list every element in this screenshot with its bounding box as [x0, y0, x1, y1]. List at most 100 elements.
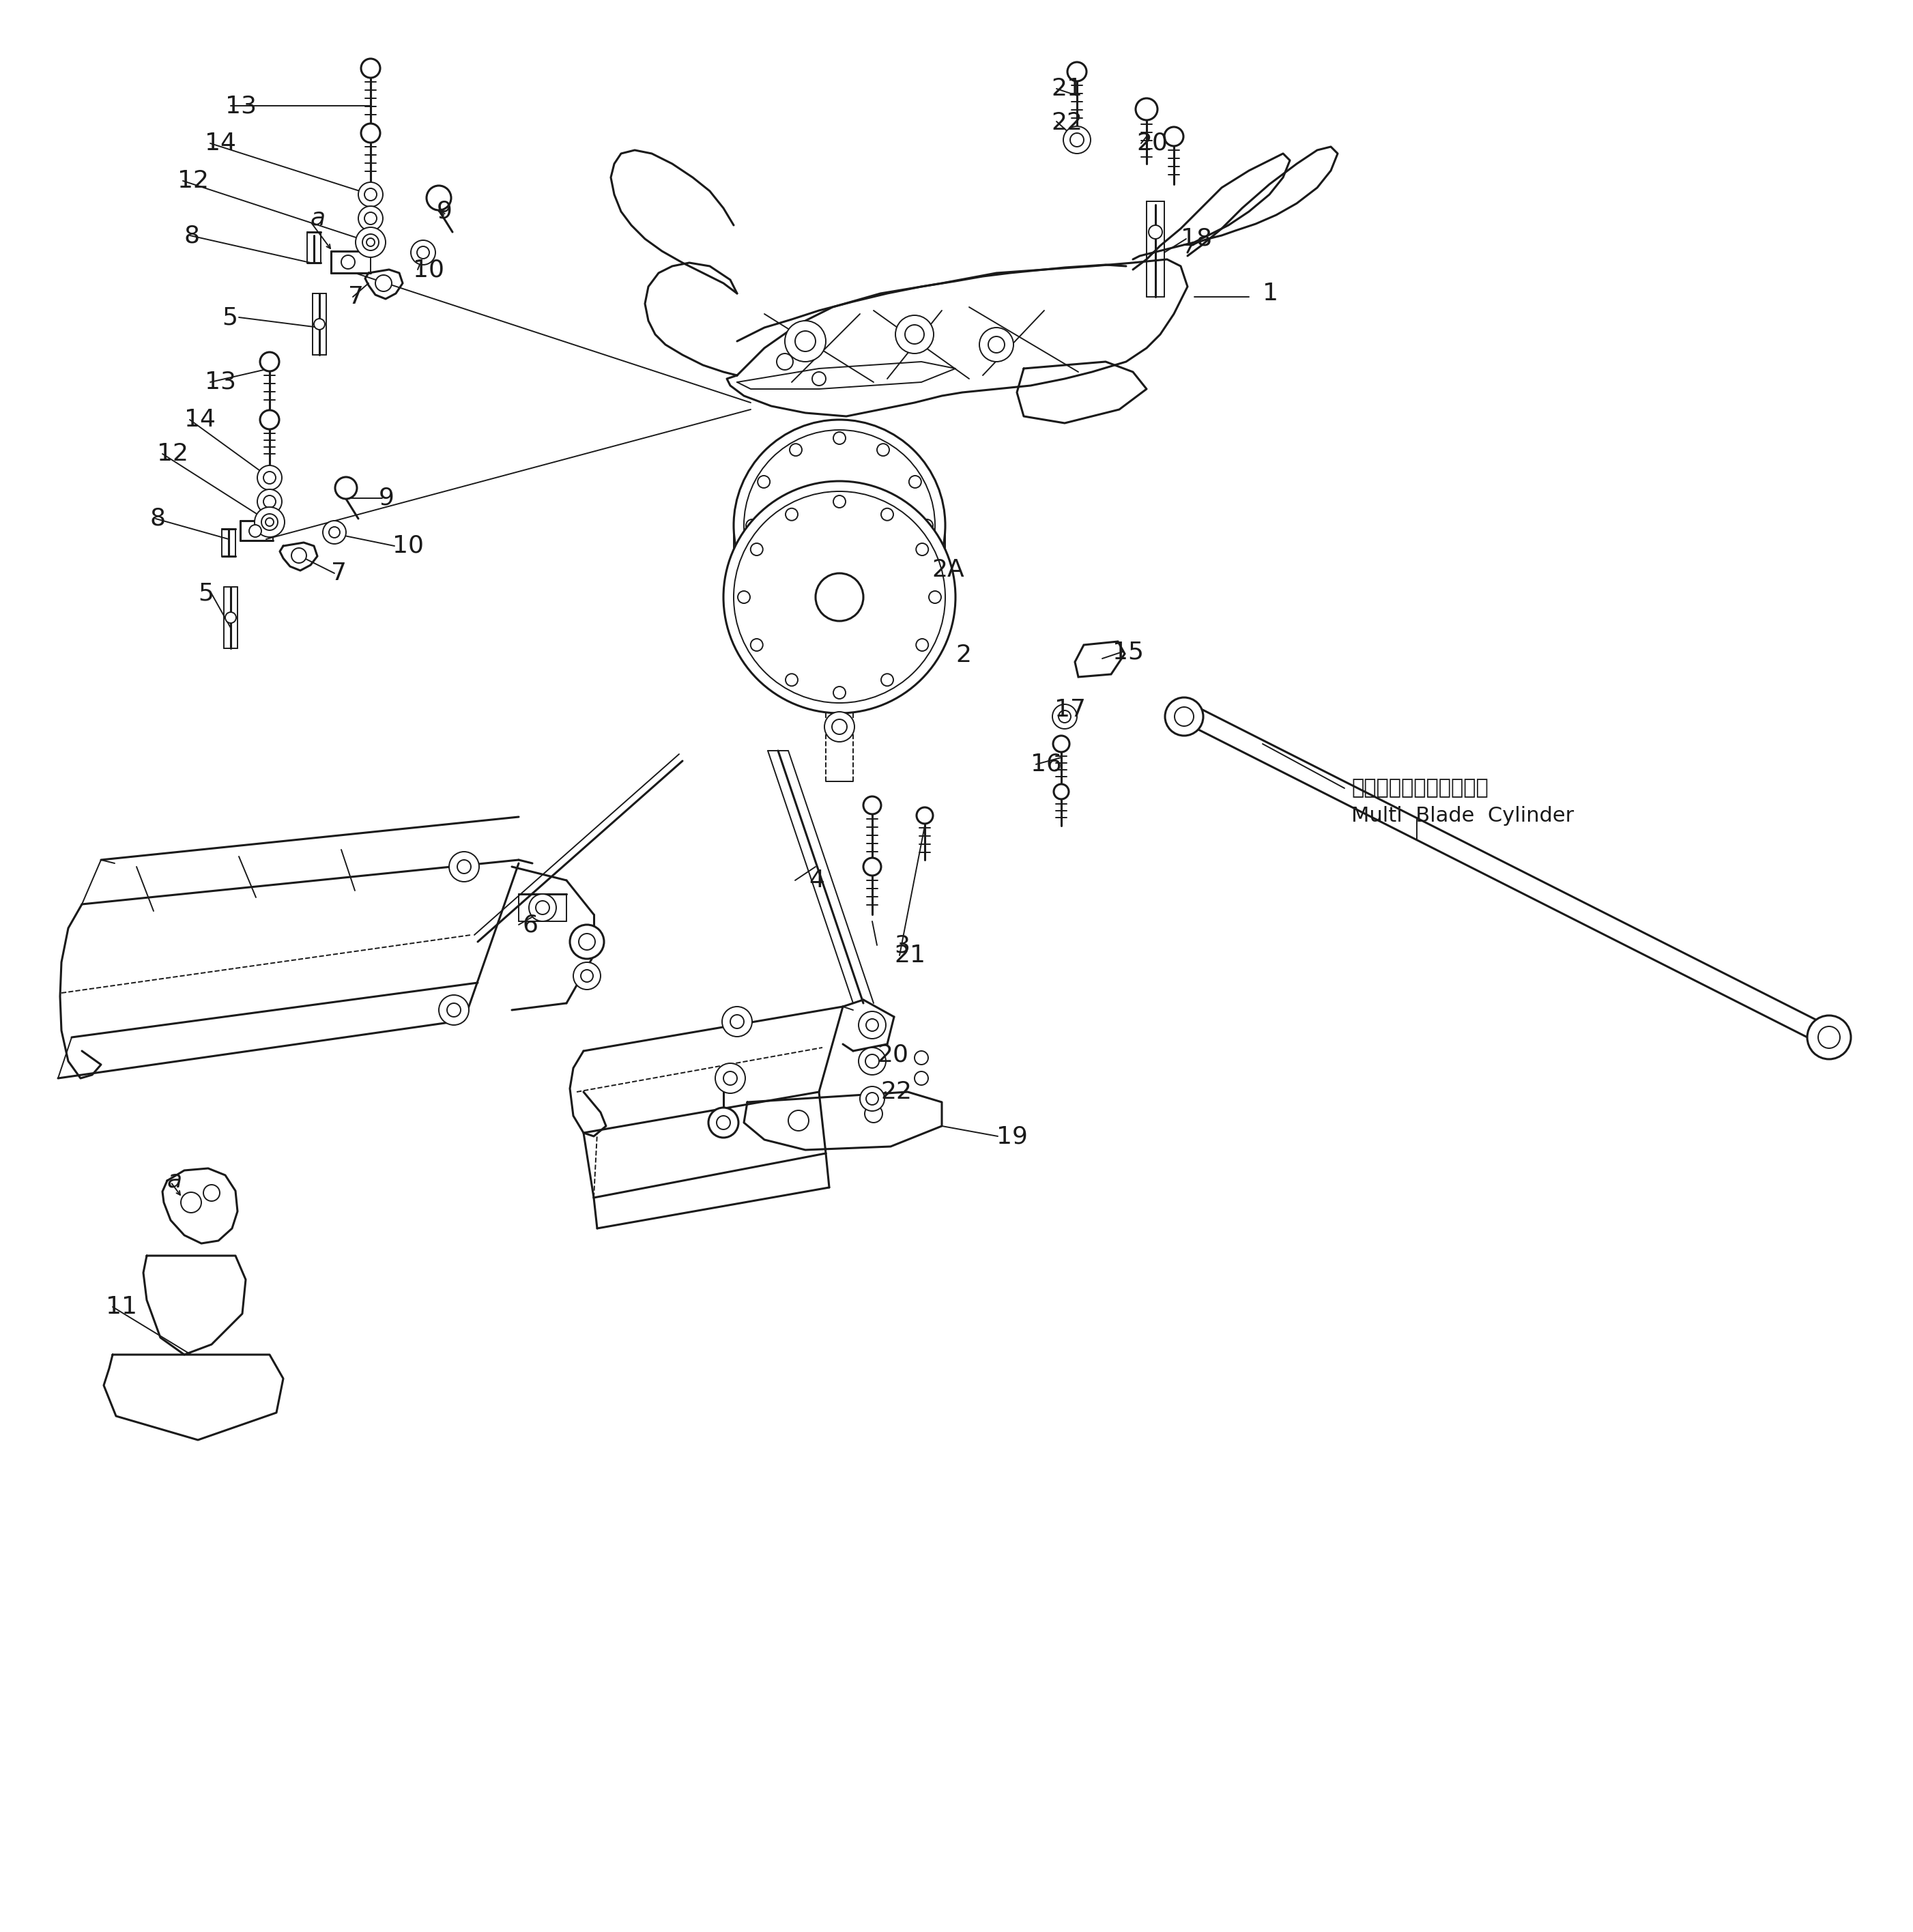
Text: 9: 9: [436, 199, 451, 224]
Text: 5: 5: [197, 582, 214, 605]
Circle shape: [989, 336, 1004, 354]
Circle shape: [723, 1072, 737, 1086]
Text: 20: 20: [1136, 131, 1167, 155]
Circle shape: [1054, 784, 1069, 800]
Circle shape: [750, 639, 763, 651]
Circle shape: [1136, 99, 1157, 120]
Circle shape: [758, 562, 769, 576]
Text: 17: 17: [1054, 697, 1087, 721]
Circle shape: [203, 1184, 220, 1202]
Circle shape: [708, 1107, 738, 1138]
Circle shape: [790, 444, 802, 456]
Circle shape: [867, 1018, 878, 1032]
Circle shape: [582, 970, 593, 981]
Circle shape: [916, 543, 928, 556]
Circle shape: [717, 1117, 731, 1130]
Circle shape: [882, 674, 893, 686]
Circle shape: [1052, 705, 1077, 728]
Circle shape: [411, 240, 436, 265]
Circle shape: [914, 1051, 928, 1065]
Circle shape: [358, 207, 383, 230]
Circle shape: [746, 520, 758, 531]
Circle shape: [859, 1010, 886, 1039]
Circle shape: [758, 475, 769, 489]
Circle shape: [920, 520, 934, 531]
Circle shape: [930, 591, 941, 603]
Circle shape: [731, 1014, 744, 1028]
Circle shape: [861, 1086, 884, 1111]
Circle shape: [735, 491, 945, 703]
Text: 10: 10: [413, 259, 444, 282]
Circle shape: [905, 325, 924, 344]
Circle shape: [536, 900, 549, 914]
Circle shape: [1052, 736, 1069, 752]
Circle shape: [291, 549, 306, 562]
Text: 15: 15: [1113, 639, 1144, 663]
Text: 16: 16: [1031, 753, 1062, 777]
Circle shape: [314, 319, 325, 330]
Circle shape: [260, 352, 279, 371]
Circle shape: [909, 475, 922, 489]
Circle shape: [916, 808, 934, 823]
Text: 21: 21: [1050, 77, 1083, 100]
Text: 14: 14: [205, 131, 235, 155]
Circle shape: [264, 495, 275, 508]
Circle shape: [580, 933, 595, 951]
Circle shape: [832, 719, 847, 734]
Text: 8: 8: [184, 224, 201, 247]
Circle shape: [815, 574, 863, 620]
Circle shape: [367, 238, 375, 247]
Circle shape: [1165, 697, 1203, 736]
Text: 18: 18: [1180, 228, 1213, 251]
Text: 6: 6: [522, 914, 538, 937]
Circle shape: [182, 1192, 201, 1213]
Circle shape: [438, 995, 469, 1026]
Circle shape: [895, 315, 934, 354]
Circle shape: [254, 506, 285, 537]
Circle shape: [1148, 226, 1163, 240]
Circle shape: [867, 1094, 878, 1105]
Circle shape: [777, 354, 794, 369]
Circle shape: [1165, 128, 1184, 147]
Circle shape: [448, 1003, 461, 1016]
Circle shape: [876, 595, 890, 607]
Text: 10: 10: [392, 535, 425, 558]
Circle shape: [362, 124, 381, 143]
Text: 14: 14: [184, 408, 216, 431]
Circle shape: [750, 543, 763, 556]
Text: 22: 22: [880, 1080, 913, 1103]
Text: 9: 9: [379, 487, 394, 510]
Circle shape: [721, 1007, 752, 1037]
Text: 12: 12: [178, 170, 209, 193]
Circle shape: [262, 514, 277, 529]
Circle shape: [825, 711, 855, 742]
Circle shape: [834, 495, 846, 508]
Text: 13: 13: [205, 371, 235, 394]
Circle shape: [266, 518, 274, 526]
Text: 21: 21: [893, 945, 926, 968]
Circle shape: [813, 373, 826, 386]
Text: 11: 11: [105, 1294, 138, 1318]
Circle shape: [570, 925, 605, 958]
Text: 8: 8: [149, 506, 166, 529]
Text: 12: 12: [157, 442, 187, 466]
Circle shape: [329, 527, 341, 537]
Circle shape: [249, 526, 262, 537]
Circle shape: [909, 562, 922, 576]
Text: 22: 22: [1050, 112, 1083, 135]
Circle shape: [1058, 711, 1071, 723]
Circle shape: [457, 860, 471, 873]
Text: マルチブレードシリンダ: マルチブレードシリンダ: [1351, 779, 1488, 798]
Circle shape: [834, 433, 846, 444]
Circle shape: [365, 187, 377, 201]
Circle shape: [834, 686, 846, 699]
Circle shape: [256, 489, 281, 514]
Text: 7: 7: [331, 562, 346, 585]
Text: 1: 1: [1263, 282, 1278, 305]
Circle shape: [790, 595, 802, 607]
Circle shape: [1067, 62, 1087, 81]
Circle shape: [341, 255, 356, 269]
Circle shape: [356, 228, 386, 257]
Text: a: a: [166, 1169, 182, 1192]
Circle shape: [1817, 1026, 1840, 1049]
